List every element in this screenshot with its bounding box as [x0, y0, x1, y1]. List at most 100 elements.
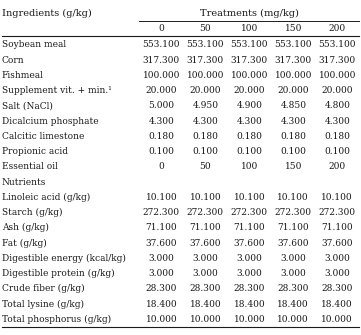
Text: 553.100: 553.100 [231, 40, 268, 49]
Text: 272.300: 272.300 [231, 208, 268, 217]
Text: 3.000: 3.000 [324, 254, 350, 263]
Text: Propionic acid: Propionic acid [2, 147, 68, 156]
Text: 4.300: 4.300 [148, 117, 174, 126]
Text: 100.000: 100.000 [275, 71, 312, 80]
Text: 50: 50 [200, 24, 211, 33]
Text: 37.600: 37.600 [234, 239, 265, 248]
Text: 0.180: 0.180 [324, 132, 350, 141]
Text: 3.000: 3.000 [324, 269, 350, 278]
Text: 317.300: 317.300 [143, 56, 180, 65]
Text: 0.180: 0.180 [236, 132, 262, 141]
Text: 317.300: 317.300 [319, 56, 356, 65]
Text: 10.100: 10.100 [278, 193, 309, 202]
Text: 3.000: 3.000 [280, 254, 306, 263]
Text: Crude fiber (g/kg): Crude fiber (g/kg) [2, 284, 84, 293]
Text: 0.180: 0.180 [148, 132, 174, 141]
Text: 18.400: 18.400 [321, 300, 353, 309]
Text: Ash (g/kg): Ash (g/kg) [2, 223, 49, 232]
Text: Soybean meal: Soybean meal [2, 40, 66, 49]
Text: Fat (g/kg): Fat (g/kg) [2, 239, 47, 248]
Text: 150: 150 [284, 162, 302, 172]
Text: 3.000: 3.000 [148, 269, 174, 278]
Text: 37.600: 37.600 [145, 239, 177, 248]
Text: 71.100: 71.100 [145, 223, 177, 232]
Text: Nutrients: Nutrients [2, 178, 46, 187]
Text: Linoleic acid (g/kg): Linoleic acid (g/kg) [2, 193, 90, 202]
Text: Calcitic limestone: Calcitic limestone [2, 132, 84, 141]
Text: 20.000: 20.000 [190, 86, 221, 95]
Text: 3.000: 3.000 [148, 254, 174, 263]
Text: 28.300: 28.300 [234, 284, 265, 293]
Text: Digestible energy (kcal/kg): Digestible energy (kcal/kg) [2, 254, 126, 263]
Text: Treatments (mg/kg): Treatments (mg/kg) [200, 9, 299, 18]
Text: 4.800: 4.800 [324, 102, 350, 110]
Text: 28.300: 28.300 [278, 284, 309, 293]
Text: 28.300: 28.300 [322, 284, 353, 293]
Text: 100.000: 100.000 [318, 71, 356, 80]
Text: 18.400: 18.400 [234, 300, 265, 309]
Text: 10.100: 10.100 [145, 193, 177, 202]
Text: 71.100: 71.100 [190, 223, 221, 232]
Text: 18.400: 18.400 [278, 300, 309, 309]
Text: 100.000: 100.000 [187, 71, 224, 80]
Text: 5.000: 5.000 [148, 102, 174, 110]
Text: 0: 0 [158, 162, 164, 172]
Text: 0.100: 0.100 [192, 147, 218, 156]
Text: 317.300: 317.300 [187, 56, 224, 65]
Text: 10.100: 10.100 [234, 193, 265, 202]
Text: Total lysine (g/kg): Total lysine (g/kg) [2, 299, 84, 309]
Text: Ingredients (g/kg): Ingredients (g/kg) [2, 9, 92, 18]
Text: Fishmeal: Fishmeal [2, 71, 44, 80]
Text: Corn: Corn [2, 56, 25, 65]
Text: 0.100: 0.100 [148, 147, 174, 156]
Text: 10.100: 10.100 [321, 193, 353, 202]
Text: 0: 0 [158, 24, 164, 33]
Text: 4.300: 4.300 [236, 117, 262, 126]
Text: 71.100: 71.100 [234, 223, 265, 232]
Text: Salt (NaCl): Salt (NaCl) [2, 102, 53, 110]
Text: 3.000: 3.000 [192, 269, 218, 278]
Text: 100.000: 100.000 [143, 71, 180, 80]
Text: 3.000: 3.000 [236, 254, 262, 263]
Text: 4.300: 4.300 [324, 117, 350, 126]
Text: 4.850: 4.850 [280, 102, 306, 110]
Text: Digestible protein (g/kg): Digestible protein (g/kg) [2, 269, 114, 278]
Text: 272.300: 272.300 [319, 208, 356, 217]
Text: Total phosphorus (g/kg): Total phosphorus (g/kg) [2, 315, 111, 324]
Text: 71.100: 71.100 [321, 223, 353, 232]
Text: 18.400: 18.400 [145, 300, 177, 309]
Text: 272.300: 272.300 [275, 208, 312, 217]
Text: 10.100: 10.100 [190, 193, 221, 202]
Text: 18.400: 18.400 [190, 300, 221, 309]
Text: 3.000: 3.000 [236, 269, 262, 278]
Text: 4.900: 4.900 [236, 102, 262, 110]
Text: 20.000: 20.000 [234, 86, 265, 95]
Text: 100: 100 [241, 162, 258, 172]
Text: 272.300: 272.300 [187, 208, 224, 217]
Text: 20.000: 20.000 [278, 86, 309, 95]
Text: 20.000: 20.000 [321, 86, 353, 95]
Text: 10.000: 10.000 [145, 315, 177, 324]
Text: Dicalcium phosphate: Dicalcium phosphate [2, 117, 99, 126]
Text: 4.300: 4.300 [280, 117, 306, 126]
Text: 553.100: 553.100 [274, 40, 312, 49]
Text: 553.100: 553.100 [318, 40, 356, 49]
Text: 317.300: 317.300 [275, 56, 312, 65]
Text: 4.950: 4.950 [192, 102, 218, 110]
Text: 37.600: 37.600 [278, 239, 309, 248]
Text: 71.100: 71.100 [278, 223, 309, 232]
Text: 0.180: 0.180 [280, 132, 306, 141]
Text: 10.000: 10.000 [190, 315, 221, 324]
Text: 50: 50 [200, 162, 211, 172]
Text: 272.300: 272.300 [143, 208, 180, 217]
Text: 10.000: 10.000 [234, 315, 265, 324]
Text: 0.180: 0.180 [192, 132, 218, 141]
Text: 3.000: 3.000 [192, 254, 218, 263]
Text: 37.600: 37.600 [190, 239, 221, 248]
Text: 4.300: 4.300 [192, 117, 218, 126]
Text: 100.000: 100.000 [231, 71, 268, 80]
Text: 200: 200 [329, 24, 346, 33]
Text: 0.100: 0.100 [236, 147, 262, 156]
Text: 100: 100 [241, 24, 258, 33]
Text: 0.100: 0.100 [324, 147, 350, 156]
